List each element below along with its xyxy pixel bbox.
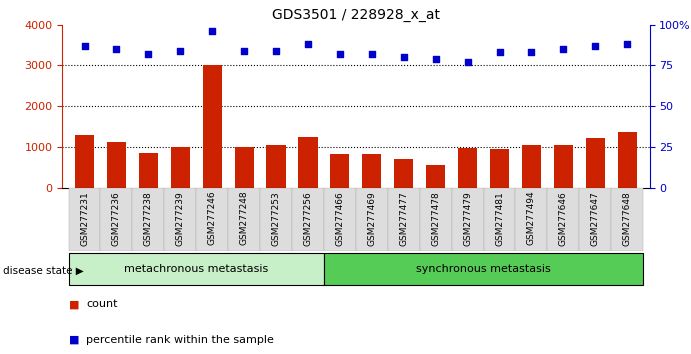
Bar	[202, 65, 222, 188]
Text: GSM277248: GSM277248	[240, 191, 249, 245]
Text: GSM277648: GSM277648	[623, 191, 632, 246]
FancyBboxPatch shape	[419, 188, 452, 251]
FancyBboxPatch shape	[579, 188, 612, 251]
FancyBboxPatch shape	[292, 188, 324, 251]
Text: GSM277239: GSM277239	[176, 191, 184, 246]
Point	[334, 51, 346, 57]
Text: ■: ■	[69, 335, 79, 345]
Text: GSM277246: GSM277246	[208, 191, 217, 245]
Bar	[394, 159, 413, 188]
FancyBboxPatch shape	[388, 188, 419, 251]
Bar	[490, 149, 509, 188]
Bar	[330, 154, 350, 188]
Text: GSM277231: GSM277231	[80, 191, 89, 246]
Bar	[171, 147, 190, 188]
Text: GSM277494: GSM277494	[527, 191, 536, 245]
Bar	[553, 145, 573, 188]
Text: GSM277256: GSM277256	[303, 191, 312, 246]
FancyBboxPatch shape	[547, 188, 579, 251]
FancyBboxPatch shape	[356, 188, 388, 251]
FancyBboxPatch shape	[515, 188, 547, 251]
Point	[398, 55, 409, 60]
Text: GSM277481: GSM277481	[495, 191, 504, 246]
Text: metachronous metastasis: metachronous metastasis	[124, 264, 268, 274]
Bar	[107, 142, 126, 188]
Title: GDS3501 / 228928_x_at: GDS3501 / 228928_x_at	[272, 8, 440, 22]
Point	[111, 46, 122, 52]
Point	[143, 51, 154, 57]
Text: synchronous metastasis: synchronous metastasis	[416, 264, 551, 274]
Point	[366, 51, 377, 57]
Text: disease state ▶: disease state ▶	[3, 266, 84, 276]
Text: GSM277647: GSM277647	[591, 191, 600, 246]
Point	[271, 48, 282, 54]
Text: percentile rank within the sample: percentile rank within the sample	[86, 335, 274, 345]
Point	[622, 41, 633, 47]
Text: GSM277238: GSM277238	[144, 191, 153, 246]
Bar	[586, 138, 605, 188]
FancyBboxPatch shape	[68, 253, 324, 285]
Bar	[234, 147, 254, 188]
FancyBboxPatch shape	[164, 188, 196, 251]
Point	[207, 28, 218, 34]
Text: GSM277477: GSM277477	[399, 191, 408, 246]
Point	[303, 41, 314, 47]
Text: GSM277479: GSM277479	[463, 191, 472, 246]
Bar	[426, 165, 445, 188]
FancyBboxPatch shape	[484, 188, 515, 251]
Point	[589, 43, 600, 49]
Bar	[299, 137, 318, 188]
Text: ■: ■	[69, 299, 79, 309]
Point	[175, 48, 186, 54]
FancyBboxPatch shape	[228, 188, 260, 251]
Text: GSM277236: GSM277236	[112, 191, 121, 246]
FancyBboxPatch shape	[133, 188, 164, 251]
Bar	[267, 145, 285, 188]
Bar	[139, 153, 158, 188]
Text: count: count	[86, 299, 118, 309]
Point	[526, 50, 537, 55]
Point	[430, 56, 441, 62]
Text: GSM277466: GSM277466	[335, 191, 344, 246]
Bar	[458, 148, 477, 188]
Bar	[522, 145, 541, 188]
Point	[494, 50, 505, 55]
Text: GSM277253: GSM277253	[272, 191, 281, 246]
Text: GSM277478: GSM277478	[431, 191, 440, 246]
FancyBboxPatch shape	[612, 188, 643, 251]
FancyBboxPatch shape	[324, 253, 643, 285]
Point	[238, 48, 249, 54]
Point	[79, 43, 90, 49]
Bar	[75, 135, 94, 188]
FancyBboxPatch shape	[68, 188, 100, 251]
Bar	[362, 154, 381, 188]
FancyBboxPatch shape	[452, 188, 484, 251]
Point	[462, 59, 473, 65]
Text: GSM277469: GSM277469	[368, 191, 377, 246]
Text: GSM277646: GSM277646	[559, 191, 568, 246]
FancyBboxPatch shape	[196, 188, 228, 251]
FancyBboxPatch shape	[100, 188, 133, 251]
FancyBboxPatch shape	[260, 188, 292, 251]
Point	[558, 46, 569, 52]
Bar	[618, 132, 637, 188]
FancyBboxPatch shape	[324, 188, 356, 251]
